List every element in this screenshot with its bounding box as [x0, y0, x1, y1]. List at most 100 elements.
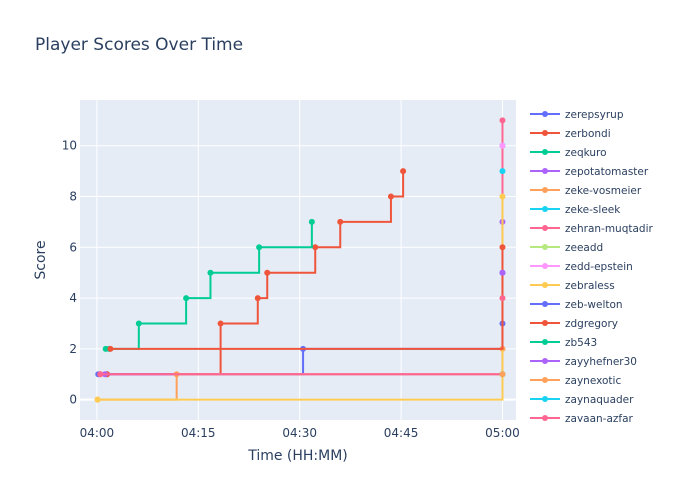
- legend-marker: [542, 168, 548, 174]
- legend-item[interactable]: zeeadd: [530, 242, 603, 254]
- legend-item[interactable]: zebraless: [530, 280, 615, 292]
- legend-marker: [542, 415, 548, 421]
- data-point[interactable]: [312, 244, 319, 251]
- legend-item[interactable]: zeb-welton: [530, 299, 623, 311]
- y-tick-label: 2: [69, 342, 77, 356]
- legend-marker: [542, 320, 548, 326]
- legend-item[interactable]: zeqkuro: [530, 147, 607, 159]
- legend-item[interactable]: zehran-muqtadir: [530, 223, 654, 235]
- legend-item[interactable]: zb543: [530, 337, 597, 349]
- legend-marker: [542, 263, 548, 269]
- data-point[interactable]: [499, 193, 506, 200]
- data-point[interactable]: [107, 345, 114, 352]
- y-tick-label: 8: [69, 190, 77, 204]
- legend-label: zerepsyrup: [565, 109, 624, 121]
- legend-item[interactable]: zepotatomaster: [530, 166, 649, 178]
- data-point[interactable]: [264, 269, 271, 276]
- legend-item[interactable]: zeke-vosmeier: [530, 185, 642, 197]
- legend-label: zerbondi: [565, 128, 611, 140]
- y-tick-label: 10: [62, 139, 77, 153]
- data-point[interactable]: [400, 168, 407, 175]
- y-tick-label: 0: [69, 393, 77, 407]
- legend-item[interactable]: zerepsyrup: [530, 109, 624, 121]
- legend-item[interactable]: zaynexotic: [530, 375, 621, 387]
- data-point[interactable]: [135, 320, 142, 327]
- data-point[interactable]: [499, 117, 506, 124]
- legend-label: zeb-welton: [565, 299, 623, 311]
- data-point[interactable]: [97, 371, 104, 378]
- legend-marker: [542, 187, 548, 193]
- data-point[interactable]: [499, 371, 506, 378]
- series-line: [110, 247, 504, 350]
- series-zayaan-azfar: [499, 295, 506, 302]
- legend-label: zdgregory: [565, 318, 618, 330]
- series-zaynexotic: [499, 371, 506, 378]
- data-point[interactable]: [308, 218, 315, 225]
- data-point[interactable]: [499, 168, 506, 175]
- legend-marker: [542, 339, 548, 345]
- x-tick-label: 04:00: [80, 426, 115, 440]
- legend-marker: [542, 358, 548, 364]
- legend-marker: [542, 377, 548, 383]
- plot-area: [80, 100, 516, 420]
- legend-item[interactable]: zeke-sleek: [530, 204, 621, 216]
- legend-marker: [542, 111, 548, 117]
- data-point[interactable]: [337, 218, 344, 225]
- x-tick-label: 04:15: [181, 426, 216, 440]
- data-point[interactable]: [499, 269, 506, 276]
- legend-label: zeke-vosmeier: [565, 185, 642, 197]
- legend-marker: [542, 301, 548, 307]
- legend-marker: [542, 282, 548, 288]
- data-point[interactable]: [499, 295, 506, 302]
- y-axis-ticks: 0 2 4 6 8 10: [62, 139, 77, 407]
- legend-marker: [542, 130, 548, 136]
- legend-label: zaynaquader: [565, 394, 634, 406]
- series-layer: [94, 117, 506, 403]
- legend-marker: [542, 225, 548, 231]
- legend-label: zb543: [565, 337, 597, 349]
- legend-item[interactable]: zdgregory: [530, 318, 618, 330]
- legend-label: zayaan-azfar: [565, 413, 634, 425]
- legend-item[interactable]: zedd-epstein: [530, 261, 633, 273]
- series-zedd-epstein: [499, 142, 506, 149]
- legend-item[interactable]: zayaan-azfar: [530, 413, 634, 425]
- series-zdgregory: [107, 244, 506, 352]
- data-point[interactable]: [94, 396, 101, 403]
- legend-label: zayyhefner30: [565, 356, 637, 368]
- legend-label: zeeadd: [565, 242, 603, 254]
- data-point[interactable]: [499, 142, 506, 149]
- series-zayyhefner30: [499, 269, 506, 276]
- data-point[interactable]: [256, 244, 263, 251]
- legend-marker: [542, 149, 548, 155]
- legend-marker: [542, 206, 548, 212]
- x-tick-label: 05:00: [485, 426, 520, 440]
- legend-label: zeqkuro: [565, 147, 607, 159]
- legend-label: zepotatomaster: [565, 166, 649, 178]
- x-tick-label: 04:45: [384, 426, 419, 440]
- data-point[interactable]: [207, 269, 214, 276]
- y-tick-label: 4: [69, 291, 77, 305]
- legend-item[interactable]: zaynaquader: [530, 394, 634, 406]
- legend-label: zedd-epstein: [565, 261, 633, 273]
- data-point[interactable]: [254, 295, 261, 302]
- legend-marker: [542, 396, 548, 402]
- legend-marker: [542, 244, 548, 250]
- legend-label: zaynexotic: [565, 375, 621, 387]
- series-zaynaquader: [499, 168, 506, 175]
- data-point[interactable]: [217, 320, 224, 327]
- data-point[interactable]: [387, 193, 394, 200]
- data-point[interactable]: [499, 244, 506, 251]
- legend-label: zeke-sleek: [565, 204, 621, 216]
- x-axis-title: Time (HH:MM): [247, 448, 348, 464]
- x-axis-ticks: 04:00 04:15 04:30 04:45 05:00: [80, 426, 520, 440]
- legend-item[interactable]: zayyhefner30: [530, 356, 637, 368]
- y-tick-label: 6: [69, 240, 77, 254]
- legend[interactable]: zerepsyrup zerbondi zeqkuro zepotatomaster z…: [530, 109, 654, 425]
- legend-item[interactable]: zerbondi: [530, 128, 611, 140]
- data-point[interactable]: [183, 295, 190, 302]
- legend-label: zehran-muqtadir: [565, 223, 654, 235]
- legend-label: zebraless: [565, 280, 615, 292]
- y-axis-title: Score: [33, 240, 49, 279]
- chart-title: Player Scores Over Time: [35, 35, 243, 55]
